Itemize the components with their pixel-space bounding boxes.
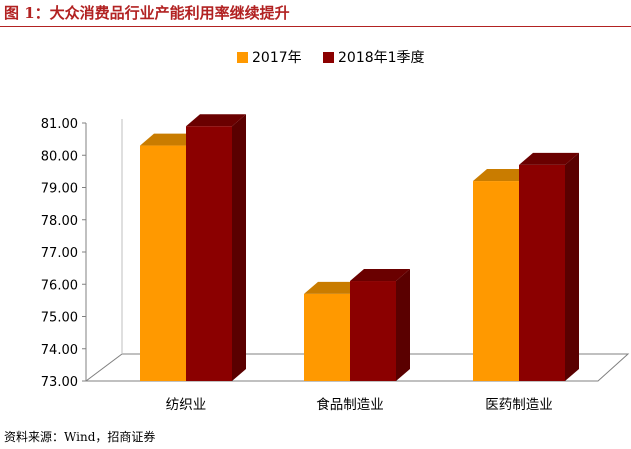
bar-2018年1季度-医药制造业 bbox=[519, 152, 579, 381]
bar-side bbox=[396, 269, 410, 381]
bar-front bbox=[186, 126, 232, 381]
bar-top bbox=[186, 114, 246, 127]
y-tick-label: 75.00 bbox=[41, 311, 78, 326]
bar-2018年1季度-纺织业 bbox=[186, 114, 246, 381]
y-tick-label: 74.00 bbox=[41, 343, 78, 358]
y-tick-label: 76.00 bbox=[41, 278, 78, 293]
bar-top bbox=[140, 133, 200, 146]
bar-side bbox=[232, 114, 246, 381]
legend-label-0: 2017年 bbox=[252, 50, 302, 66]
bar-front bbox=[473, 181, 519, 381]
bar-front bbox=[350, 281, 396, 381]
bar-side bbox=[565, 152, 579, 381]
figure-title: 图 1：大众消费品行业产能利用率继续提升 bbox=[4, 4, 290, 22]
legend-swatch-0 bbox=[237, 52, 248, 63]
bar-front bbox=[140, 145, 186, 381]
bar-top bbox=[473, 169, 533, 182]
bar-top bbox=[519, 152, 579, 165]
y-tick-label: 79.00 bbox=[41, 182, 78, 197]
legend-label-1: 2018年1季度 bbox=[338, 50, 425, 66]
y-tick-label: 73.00 bbox=[41, 375, 78, 390]
title-rule bbox=[0, 26, 631, 27]
bar-top bbox=[350, 269, 410, 282]
bar-2018年1季度-食品制造业 bbox=[350, 269, 410, 381]
y-tick-label: 77.00 bbox=[41, 246, 78, 261]
x-category-label: 食品制造业 bbox=[316, 396, 384, 413]
y-tick-label: 78.00 bbox=[41, 214, 78, 229]
bar-front bbox=[304, 293, 350, 381]
bar-front bbox=[519, 164, 565, 381]
source-note: 资料来源：Wind，招商证券 bbox=[4, 430, 156, 444]
bar-top bbox=[304, 281, 364, 294]
legend-swatch-1 bbox=[323, 52, 334, 63]
y-tick-label: 80.00 bbox=[41, 149, 78, 164]
y-tick-label: 81.00 bbox=[41, 117, 78, 132]
x-category-label: 纺织业 bbox=[166, 397, 207, 413]
x-category-label: 医药制造业 bbox=[485, 397, 553, 413]
